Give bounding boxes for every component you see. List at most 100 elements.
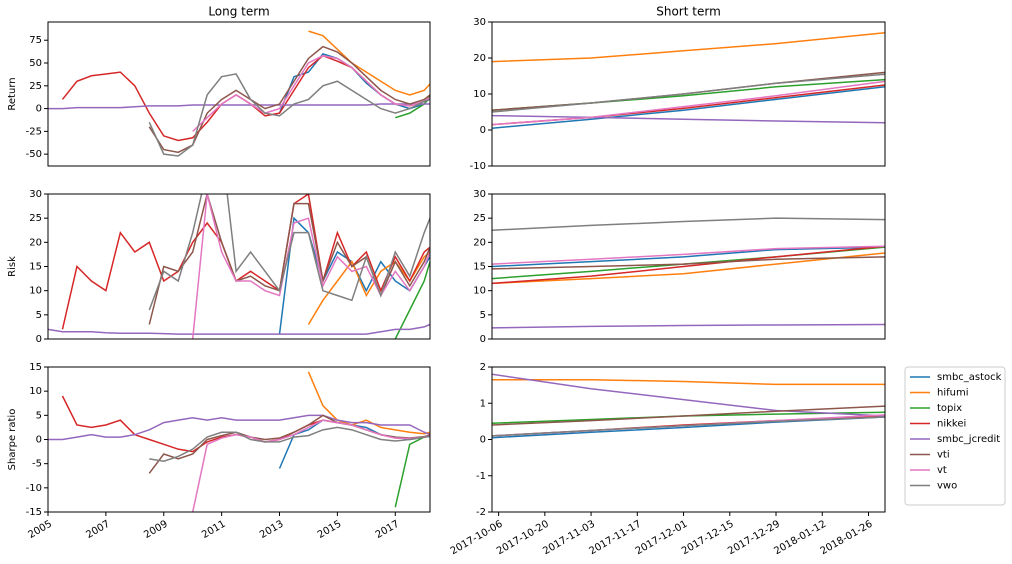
series-line: [307, 371, 430, 435]
legend-label: hifumi: [937, 388, 969, 399]
series-line: [492, 378, 885, 386]
series-line: [48, 414, 430, 441]
series-line: [308, 30, 430, 96]
y-tick-label: 5: [480, 310, 486, 321]
plot-area: [48, 194, 430, 339]
y-tick-label: -15: [26, 507, 42, 518]
y-tick-label: 10: [473, 286, 486, 297]
y-tick-label: -10: [470, 161, 486, 172]
series-line: [492, 373, 885, 417]
y-tick-label: 25: [473, 213, 486, 224]
series-line: [492, 323, 885, 329]
y-tick-label: 30: [473, 17, 486, 28]
y-tick-label: 15: [473, 262, 486, 273]
x-tick-label: 2013: [258, 519, 286, 541]
legend-label: vt: [937, 465, 947, 476]
x-tick-label: 2017: [374, 519, 402, 541]
x-tick-label: 2018-01-26: [819, 519, 875, 558]
y-tick-label: 10: [29, 386, 42, 397]
series-line: [492, 217, 885, 231]
x-tick-label: 2005: [26, 519, 54, 541]
series-line: [492, 245, 885, 265]
series-line: [394, 261, 430, 339]
axes-frame: [491, 366, 886, 513]
series-line: [148, 194, 430, 311]
series-line: [48, 103, 430, 110]
series-line: [492, 114, 885, 124]
series-line: [148, 73, 430, 157]
subplot: Short term -10 0 10 20 30: [470, 5, 886, 172]
legend-label: vwo: [937, 481, 957, 492]
series-line: [492, 252, 885, 285]
y-tick-label: 5: [36, 410, 42, 421]
subplot: Sharpe ratio -15 -10 -5 0 5 10 15 2005 2007 2009 20…: [7, 362, 431, 541]
subplot: Long term Return -50 -25 0 25 50 75: [7, 5, 431, 167]
plot-area: [492, 217, 885, 329]
y-tick-label: 75: [29, 35, 42, 46]
y-tick-label: 0: [480, 334, 486, 345]
axes-frame: [47, 21, 431, 167]
series-line: [492, 405, 885, 426]
series-line: [61, 54, 430, 142]
series-line: [492, 32, 885, 63]
y-tick-label: 1: [480, 398, 486, 409]
series-line: [149, 426, 430, 463]
y-tick-label: 0: [36, 104, 42, 115]
series-line: [61, 194, 430, 330]
series-line: [191, 194, 430, 339]
y-tick-label: 25: [29, 213, 42, 224]
series-line: [148, 194, 430, 325]
series-line: [492, 80, 885, 126]
series-line: [191, 419, 430, 512]
subplot-title: Short term: [656, 5, 721, 19]
series-line: [492, 416, 885, 437]
x-tick-label: 2011: [200, 519, 228, 541]
axes-frame: [491, 21, 886, 167]
y-tick-label: 0: [36, 334, 42, 345]
series-line: [307, 251, 430, 325]
x-tick-label: 2009: [142, 519, 170, 541]
plot-area: [492, 373, 885, 439]
y-tick-label: -50: [26, 149, 42, 160]
subplot: Risk 0 5 10 15 20 25 30: [7, 189, 431, 345]
y-tick-label: 5: [36, 310, 42, 321]
legend-label: smbc_astock: [937, 372, 1002, 383]
plot-area: [48, 30, 430, 157]
y-tick-label: 2: [480, 362, 486, 373]
y-tick-label: -10: [26, 483, 42, 494]
series-line: [48, 323, 430, 335]
y-tick-label: -25: [26, 126, 42, 137]
series-line: [192, 54, 430, 132]
y-tick-label: 15: [29, 262, 42, 273]
y-axis-label: Risk: [7, 256, 18, 277]
y-axis-label: Sharpe ratio: [7, 409, 18, 471]
y-tick-label: 0: [36, 435, 42, 446]
y-tick-label: 15: [29, 362, 42, 373]
axes-frame: [491, 193, 886, 340]
subplot: 0 5 10 15 20 25 30: [473, 189, 886, 345]
series-line: [492, 245, 885, 285]
x-tick-label: 2007: [84, 519, 112, 541]
y-tick-label: 10: [473, 89, 486, 100]
y-tick-label: -1: [476, 471, 486, 482]
subplot-title: Long term: [208, 5, 269, 19]
y-axis-label: Return: [7, 77, 18, 110]
plot-area: [492, 32, 885, 129]
subplot: -2-10122017-10-062017-10-202017-11-03201…: [449, 362, 886, 558]
legend-label: topix: [937, 403, 962, 414]
series-line: [492, 73, 885, 113]
y-tick-label: 50: [29, 58, 42, 69]
y-tick-label: 20: [473, 53, 486, 64]
y-tick-label: -5: [32, 459, 42, 470]
y-tick-label: 0: [480, 125, 486, 136]
x-tick-label: 2015: [316, 519, 344, 541]
axes-frame: [47, 193, 431, 340]
axes-frame: [47, 366, 431, 513]
y-tick-label: 25: [29, 81, 42, 92]
y-tick-label: 30: [29, 189, 42, 200]
legend-label: nikkei: [937, 419, 966, 430]
legend-label: vti: [937, 450, 950, 461]
series-line: [492, 86, 885, 129]
